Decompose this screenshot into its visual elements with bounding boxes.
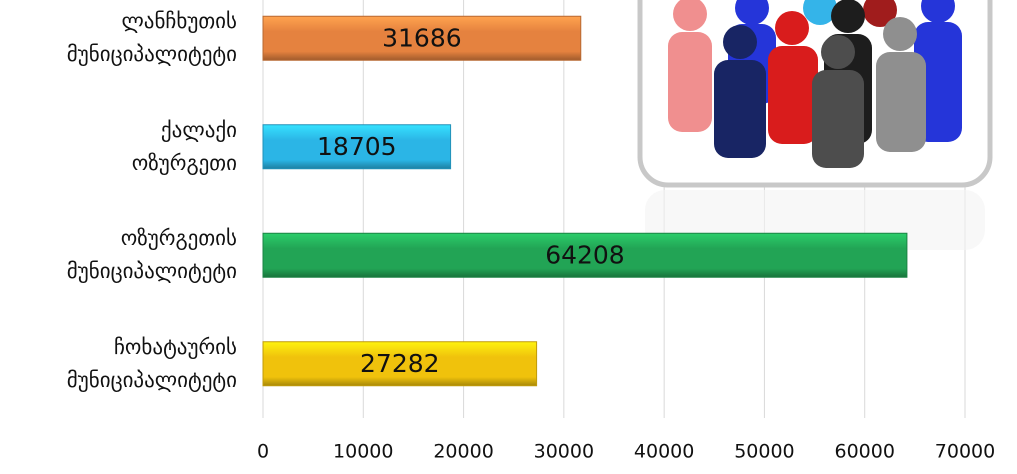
y-tick-label: ლანჩხუთის მუნიციპალიტეტი	[0, 5, 237, 71]
x-tick-label: 50000	[734, 441, 794, 463]
y-tick-label: ჩოხატაურის მუნიციპალიტეტი	[0, 331, 237, 397]
y-tick-label: ოზურგეთის მუნიციპალიტეტი	[0, 222, 237, 288]
x-tick-label: 60000	[834, 441, 894, 463]
x-tick-label: 40000	[634, 441, 694, 463]
y-tick-label: ქალაქი ოზურგეთი	[0, 114, 237, 180]
value-label: 31686	[382, 23, 462, 52]
chart: 0 10000 20000 30000 40000 50000 60000 70000 3168…	[0, 0, 1017, 474]
x-tick-label: 70000	[935, 441, 995, 463]
people-illustration	[640, 0, 990, 250]
x-tick-label: 10000	[333, 441, 393, 463]
value-label: 18705	[317, 132, 397, 161]
value-label: 64208	[545, 240, 625, 269]
x-tick-label: 30000	[534, 441, 594, 463]
x-tick-label: 20000	[433, 441, 493, 463]
x-tick-label: 0	[257, 441, 269, 463]
value-label: 27282	[360, 349, 440, 378]
